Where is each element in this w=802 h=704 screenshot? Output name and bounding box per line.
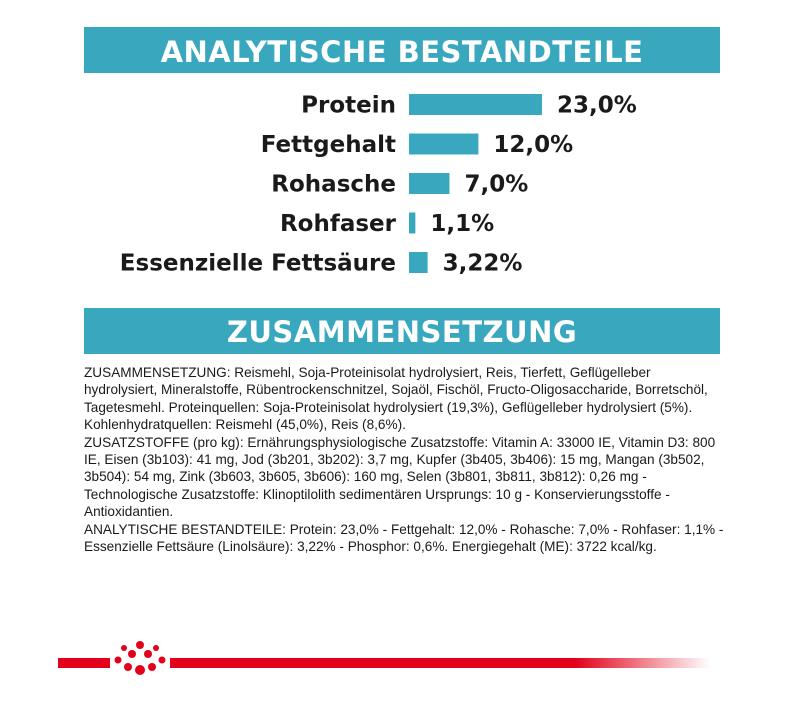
brand-logo: [58, 641, 710, 675]
category-label: Rohfaser: [280, 211, 397, 237]
bar: [409, 252, 428, 273]
ingredients-paragraph: ZUSAMMENSETZUNG: Reismehl, Soja-Proteini…: [84, 365, 708, 433]
additives-paragraph: ZUSATZSTOFFE (pro kg): Ernährungsphysiol…: [84, 434, 716, 520]
bar: [409, 173, 450, 194]
value-label: 3,22%: [443, 251, 523, 277]
composition-text: ZUSAMMENSETZUNG: Reismehl, Soja-Proteini…: [84, 364, 724, 555]
analytics-section-title: ANALYTISCHE BESTANDTEILE: [84, 27, 720, 73]
value-label: 23,0%: [557, 93, 637, 119]
value-label: 7,0%: [464, 172, 528, 198]
composition-section-title: ZUSAMMENSETZUNG: [84, 308, 720, 354]
category-label: Protein: [301, 93, 396, 119]
brand-stripe-left: [58, 658, 110, 668]
bar: [409, 212, 416, 234]
nutrient-bar-chart: Protein 23,0% Fettgehalt 12,0% Rohasche 7,0% R…: [120, 93, 637, 277]
category-label: Fettgehalt: [261, 132, 396, 158]
bar: [409, 94, 542, 115]
value-label: 1,1%: [430, 211, 494, 237]
category-label: Rohasche: [271, 172, 396, 198]
brand-stripe-right: [170, 658, 710, 668]
category-label: Essenzielle Fettsäure: [120, 251, 396, 277]
value-label: 12,0%: [493, 132, 573, 158]
analytics-paragraph: ANALYTISCHE BESTANDTEILE: Protein: 23,0%…: [84, 521, 724, 555]
bar: [409, 133, 479, 155]
crown-icon: [114, 641, 166, 675]
